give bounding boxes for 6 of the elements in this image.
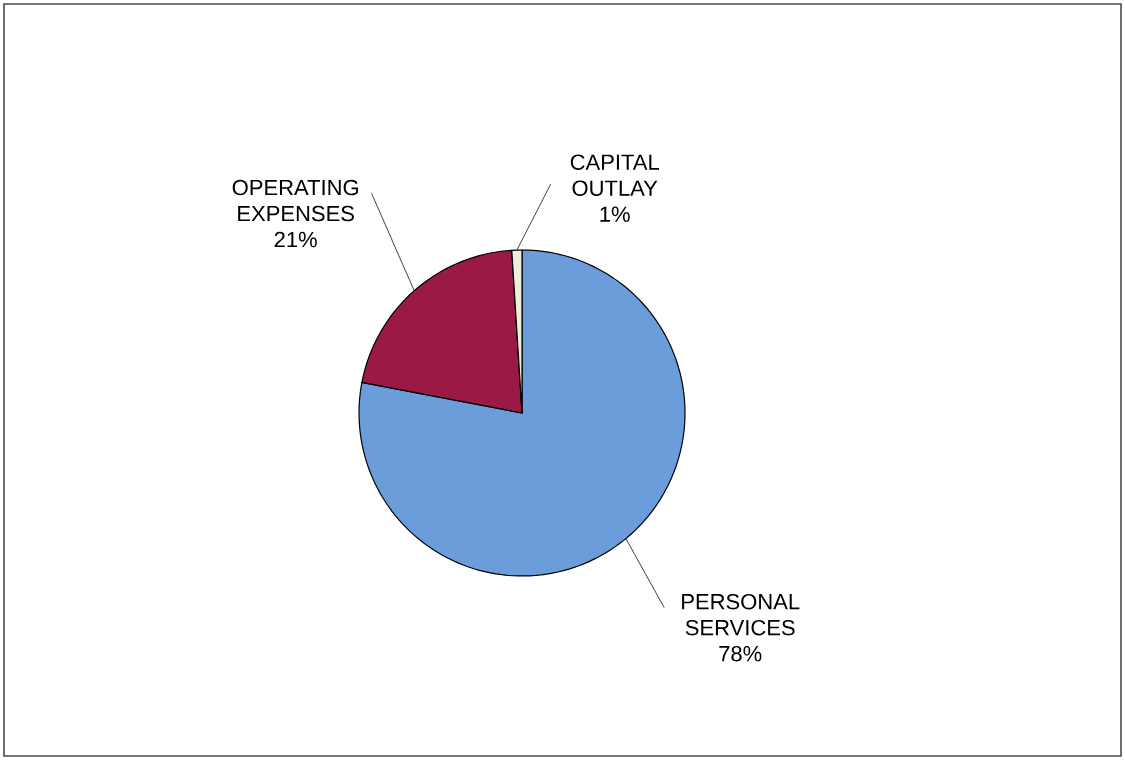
slice-label: CAPITAL OUTLAY [570, 154, 659, 196]
data-label: 1% [600, 206, 630, 222]
slice-label: PERSONAL SERVICES [682, 593, 800, 636]
data-label: 21% [274, 231, 317, 248]
slice-label: OPERATING EXPENSES [232, 179, 358, 222]
data-label: 78% [719, 645, 762, 662]
